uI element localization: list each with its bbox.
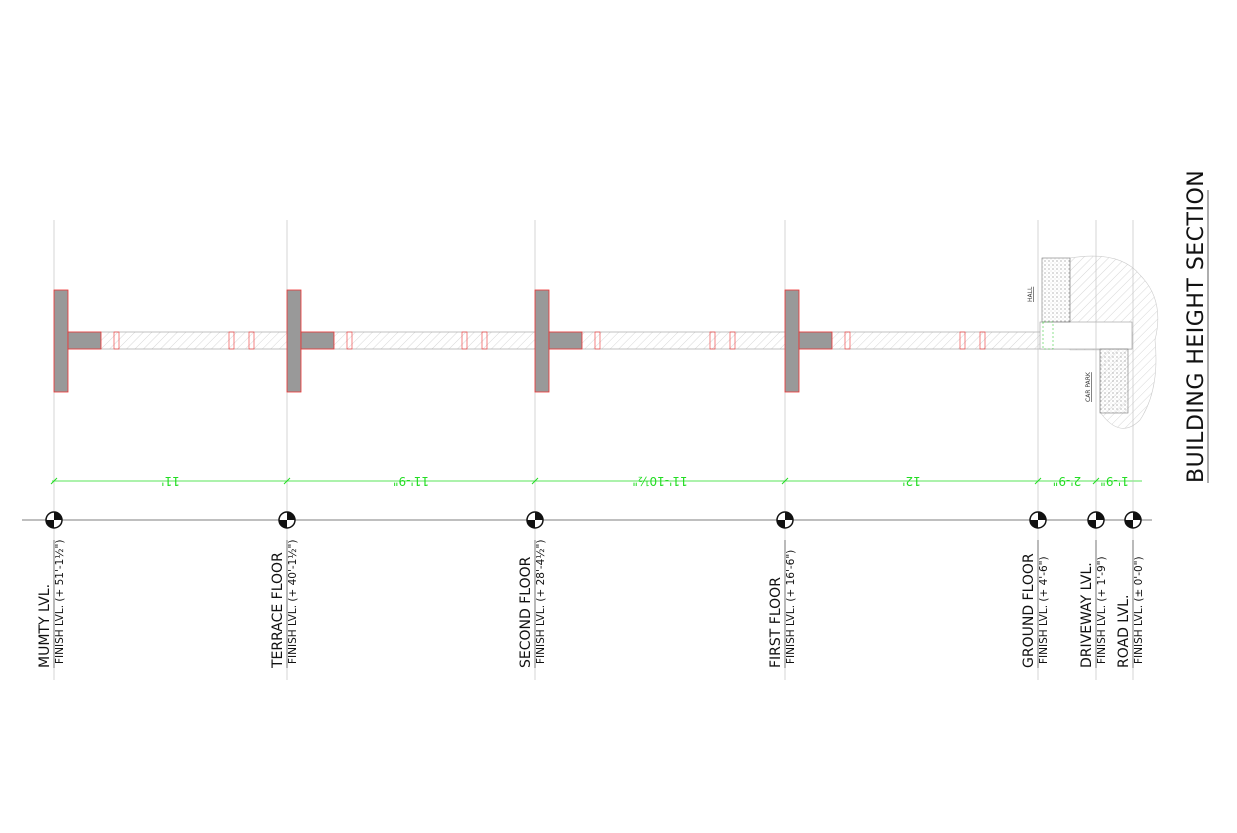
dimension-tick — [283, 477, 291, 485]
level-finish: FINISH LVL. (± 0'-0") — [1133, 556, 1145, 664]
car-park-wall — [1099, 348, 1129, 414]
wall — [53, 289, 69, 393]
dimension-tick — [781, 477, 789, 485]
beam — [548, 331, 583, 350]
level-marker-fill — [46, 512, 62, 528]
level-name: GROUND FLOOR — [1021, 553, 1037, 668]
dimension-tick — [1092, 477, 1100, 485]
dimension-label: 12' — [902, 474, 921, 488]
plinth — [1039, 321, 1133, 350]
dimension-label: 2'-9" — [1053, 474, 1081, 488]
car-park-label: CAR PARK — [1085, 371, 1092, 402]
wall — [286, 289, 302, 393]
slab-joint — [594, 331, 601, 350]
level-finish: FINISH LVL. (+ 40'-1½") — [287, 540, 299, 664]
slab-joint — [481, 331, 488, 350]
level-marker-fill — [527, 512, 543, 528]
dimension-label: 11'-9" — [393, 474, 429, 488]
level-finish: FINISH LVL. (+ 28'-4½") — [535, 540, 547, 664]
level-marker-fill — [1125, 512, 1141, 528]
hall-wall — [1041, 257, 1071, 323]
dimension-tick — [531, 477, 539, 485]
ground-marker — [1042, 321, 1054, 350]
slab-joint — [729, 331, 736, 350]
level-marker-fill — [1030, 512, 1046, 528]
dimension-label: 11' — [161, 474, 180, 488]
slab-joint — [709, 331, 716, 350]
slab-joint — [248, 331, 255, 350]
beam — [300, 331, 335, 350]
beam — [67, 331, 102, 350]
dimension-label: 1'-9" — [1100, 474, 1128, 488]
dimension-tick — [50, 477, 58, 485]
slab — [59, 331, 1133, 350]
level-marker-fill — [777, 512, 793, 528]
level-name: MUMTY LVL. — [37, 584, 53, 668]
hall-label: HALL — [1027, 286, 1034, 302]
slab-joint — [979, 331, 986, 350]
slab-joint — [844, 331, 851, 350]
level-name: TERRACE FLOOR — [270, 552, 286, 669]
slab-joint — [113, 331, 120, 350]
level-name: DRIVEWAY LVL. — [1079, 562, 1095, 668]
level-marker-fill — [279, 512, 295, 528]
dimension-label: 11'-10½" — [632, 474, 687, 488]
slab-joint — [959, 331, 966, 350]
level-finish: FINISH LVL. (+ 51'-1½") — [54, 540, 66, 664]
wall — [784, 289, 800, 393]
level-finish: FINISH LVL. (+ 1'-9") — [1096, 556, 1108, 664]
level-finish: FINISH LVL. (+ 16'-6") — [785, 550, 797, 664]
wall — [534, 289, 550, 393]
level-marker-fill — [1088, 512, 1104, 528]
level-name: FIRST FLOOR — [768, 577, 784, 668]
slab-joint — [228, 331, 235, 350]
beam — [798, 331, 833, 350]
level-finish: FINISH LVL. (+ 4'-6") — [1038, 556, 1050, 664]
title: BUILDING HEIGHT SECTION — [1184, 170, 1209, 483]
dimension-tick — [1034, 477, 1042, 485]
slab-joint — [346, 331, 353, 350]
level-name: ROAD LVL. — [1116, 595, 1132, 668]
slab-joint — [461, 331, 468, 350]
level-name: SECOND FLOOR — [518, 556, 534, 668]
